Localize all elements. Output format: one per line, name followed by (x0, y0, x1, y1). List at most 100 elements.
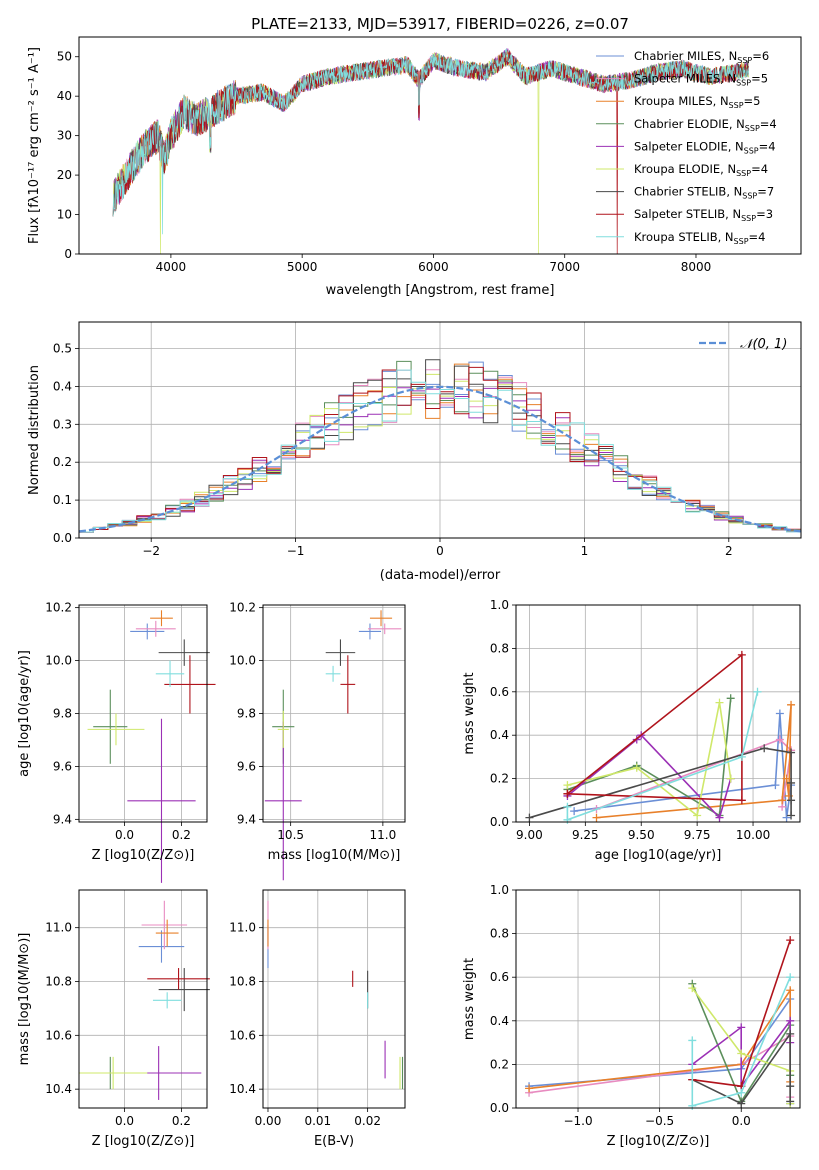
x-axis-label: E(B-V) (314, 1134, 354, 1149)
data-point-kroupa_miles (155, 919, 179, 947)
y-tick-label: 10.2 (229, 601, 256, 615)
x-tick-label: 0.2 (172, 1114, 191, 1128)
series-marker (525, 813, 534, 822)
data-point-chabrier_elodie (93, 689, 128, 764)
series-marker (737, 796, 746, 805)
x-axis-label: Z [log10(Z/Z⊙)] (92, 1134, 195, 1149)
x-axis-label: Z [log10(Z/Z⊙)] (607, 1134, 710, 1149)
legend-tail: =4 (749, 230, 766, 244)
series-marker (737, 1049, 746, 1058)
legend-tail: =3 (756, 207, 773, 221)
series-marker (525, 1084, 534, 1093)
y-tick-label: 9.8 (237, 707, 256, 721)
series-line (566, 691, 759, 821)
x-tick-label: 9.25 (572, 828, 599, 842)
legend-label: Salpeter STELIB, N (634, 207, 741, 221)
y-tick-label: 0.0 (490, 1101, 509, 1115)
series-line (529, 747, 792, 819)
y-tick-label: 10 (57, 208, 72, 222)
y-axis-label: mass [log10(M/M⊙)] (17, 933, 32, 1066)
data-point-kroupa_miles (369, 610, 393, 627)
x-tick-label: 2 (725, 544, 733, 558)
data-point-salpeter_stelib (147, 968, 210, 990)
x-tick-label: 6000 (418, 260, 449, 274)
series-marker (592, 813, 601, 822)
axes-frame (515, 604, 801, 823)
x-tick-label: 0.0 (115, 828, 134, 842)
x-tick-label: 4000 (156, 260, 187, 274)
y-tick-label: 0.0 (53, 531, 72, 545)
x-tick-label: 0.0 (732, 1114, 751, 1128)
series-marker (786, 986, 795, 995)
x-tick-label: 9.75 (684, 828, 711, 842)
series-marker (760, 744, 769, 753)
legend-sub: SSP (734, 237, 749, 246)
legend-sub: SSP (742, 192, 757, 201)
data-point-salpeter_miles (135, 620, 176, 637)
x-axis-label: (data-model)/error (380, 568, 501, 583)
y-tick-label: 11.0 (229, 921, 256, 935)
y-tick-label: 1.0 (490, 598, 509, 612)
legend-entry-chabrier_miles: Chabrier MILES, NSSP=6 (634, 49, 769, 65)
series-marker (775, 709, 784, 718)
y-tick-label: 50 (57, 50, 72, 64)
x-tick-label: −0.5 (645, 1114, 674, 1128)
y-tick-label: 0.5 (53, 342, 72, 356)
y-tick-label: 30 (57, 129, 72, 143)
x-tick-label: 0.0 (115, 1114, 134, 1128)
legend-entry-kroupa_miles: Kroupa MILES, NSSP=5 (634, 94, 760, 110)
x-tick-label: 0.01 (304, 1114, 331, 1128)
y-tick-label: 9.4 (53, 812, 72, 826)
y-tick-label: 0.4 (490, 1014, 509, 1028)
data-point-salpeter_miles (141, 900, 188, 950)
y-tick-label: 0.1 (53, 493, 72, 507)
x-tick-label: −2 (142, 544, 160, 558)
series-marker (632, 763, 641, 772)
y-tick-label: 0.2 (490, 772, 509, 786)
legend-tail: =5 (751, 72, 768, 86)
data-point-kroupa_stelib (152, 992, 182, 1009)
x-tick-label: 0.00 (255, 1114, 282, 1128)
legend-tail: =4 (759, 139, 776, 153)
data-point-chabrier_miles (358, 623, 382, 640)
series-marker (563, 815, 572, 824)
axes-frame (78, 36, 802, 255)
axes-frame (262, 889, 406, 1109)
series-kroupa_stelib (688, 973, 795, 1110)
legend-sub: SSP (745, 124, 760, 133)
series-marker (693, 811, 702, 820)
chart-title: PLATE=2133, MJD=53917, FIBERID=0226, z=0… (251, 15, 629, 33)
axes-frame (78, 889, 208, 1109)
y-tick-label: 0.2 (53, 455, 72, 469)
y-tick-label: 10.6 (45, 1028, 72, 1042)
series-line (567, 698, 732, 817)
series-marker (726, 694, 735, 703)
y-tick-label: 10.4 (229, 1082, 256, 1096)
legend-tail: =4 (760, 117, 777, 131)
y-tick-label: 9.6 (237, 759, 256, 773)
y-axis-label: Normed distribution (27, 365, 42, 495)
series-kroupa_stelib (563, 687, 762, 824)
data-point-salpeter_stelib (340, 655, 356, 714)
series-marker (563, 781, 572, 790)
legend-tail: =6 (752, 49, 769, 63)
x-axis-label: age [log10(age/yr)] (595, 848, 722, 863)
y-tick-label: 10.6 (229, 1028, 256, 1042)
series-marker (570, 807, 579, 816)
spectrum-lines (112, 48, 749, 254)
series-marker (688, 1101, 697, 1110)
chart-panel-7: −1.0 −0.5 0.0 0.0 0.2 0.4 0.6 0.8 1.0 (490, 883, 801, 1128)
y-tick-label: 1.0 (490, 883, 509, 897)
legend-sub: SSP (744, 146, 759, 155)
legend-entry-salpeter_miles: Salpeter MILES, NSSP=5 (634, 72, 768, 88)
data-point-kroupa_elodie (79, 1056, 148, 1090)
y-tick-label: 9.6 (53, 759, 72, 773)
series-line (566, 734, 732, 820)
series-kroupa_elodie (563, 698, 735, 820)
legend-entry-salpeter_elodie: Salpeter ELODIE, NSSP=4 (634, 139, 776, 155)
series-marker (786, 1097, 795, 1106)
y-tick-label: 0.2 (490, 1057, 509, 1071)
chart-panel-3: 10.5 11.0 9.4 9.6 9.8 10.0 10.2 (229, 601, 406, 881)
series-marker (563, 802, 572, 811)
x-tick-label: 10.00 (736, 828, 770, 842)
